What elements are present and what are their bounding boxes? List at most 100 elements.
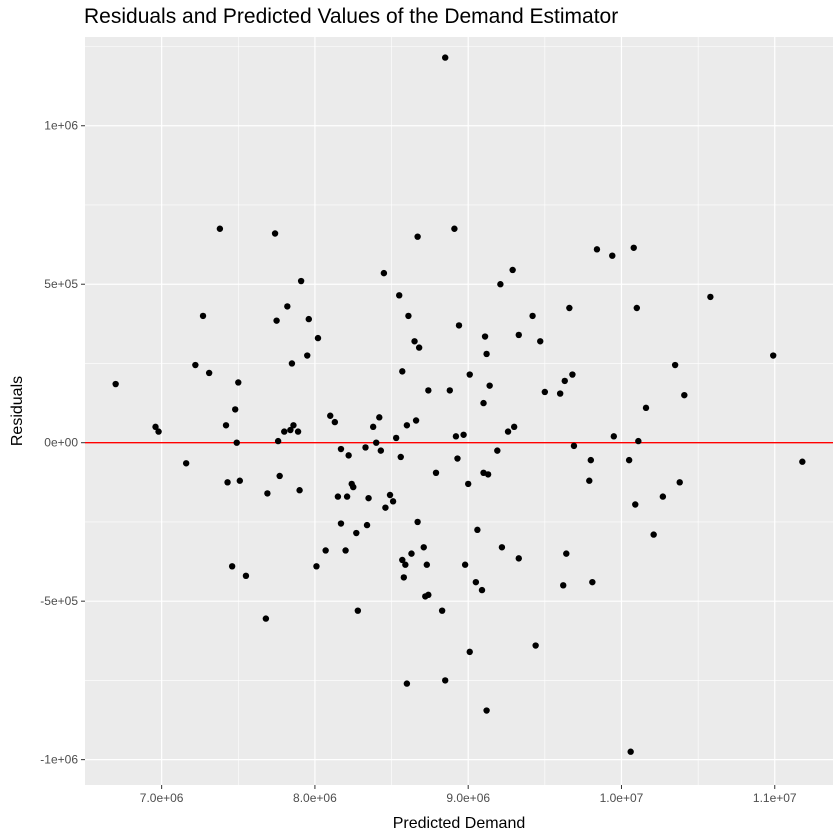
data-point bbox=[399, 368, 406, 375]
data-point bbox=[337, 520, 345, 527]
data-point bbox=[451, 225, 458, 232]
data-point bbox=[399, 556, 406, 564]
data-point bbox=[345, 452, 352, 459]
y-tick-label: 5e+05 bbox=[44, 277, 78, 291]
data-point bbox=[331, 418, 339, 426]
x-tick-label: 1.0e+07 bbox=[600, 791, 644, 805]
data-point bbox=[484, 471, 492, 478]
data-point bbox=[707, 293, 714, 301]
data-point bbox=[305, 315, 312, 323]
data-point bbox=[515, 331, 522, 339]
data-point bbox=[271, 230, 279, 237]
data-point bbox=[486, 382, 493, 389]
data-point bbox=[561, 377, 568, 385]
data-point bbox=[411, 338, 418, 345]
chart-title: Residuals and Predicted Values of the De… bbox=[84, 5, 618, 28]
data-point bbox=[442, 54, 449, 61]
data-point bbox=[570, 442, 578, 450]
data-point bbox=[224, 479, 231, 486]
data-point bbox=[455, 322, 463, 329]
data-point bbox=[396, 292, 403, 299]
data-point bbox=[264, 490, 271, 497]
data-point bbox=[438, 607, 446, 614]
x-axis: 7.0e+06 8.0e+06 9.0e+06 1.0e+07 1.1e+07 bbox=[140, 785, 797, 805]
data-point bbox=[593, 246, 601, 253]
data-point bbox=[609, 252, 616, 259]
data-point bbox=[461, 561, 469, 568]
plot-panel bbox=[85, 37, 833, 785]
data-point bbox=[350, 483, 357, 491]
data-point bbox=[452, 433, 460, 440]
data-point bbox=[337, 445, 345, 453]
data-point bbox=[314, 334, 322, 342]
data-point bbox=[284, 303, 291, 310]
data-point bbox=[288, 360, 296, 367]
data-point bbox=[569, 371, 576, 378]
data-point bbox=[304, 352, 311, 359]
data-point bbox=[342, 547, 349, 554]
data-point bbox=[799, 458, 806, 465]
data-point bbox=[541, 388, 549, 396]
data-point bbox=[483, 350, 490, 358]
data-point bbox=[294, 428, 302, 435]
data-point bbox=[192, 361, 199, 369]
data-point bbox=[566, 304, 573, 312]
data-point bbox=[625, 456, 633, 464]
data-point bbox=[112, 380, 119, 388]
data-point bbox=[233, 439, 240, 446]
data-point bbox=[498, 544, 506, 551]
data-point bbox=[642, 404, 650, 412]
data-point bbox=[343, 493, 351, 500]
data-point bbox=[414, 233, 421, 240]
data-point bbox=[389, 498, 397, 505]
x-tick-label: 9.0e+06 bbox=[446, 791, 490, 805]
data-point bbox=[556, 390, 564, 397]
x-axis-title: Predicted Demand bbox=[393, 815, 526, 832]
data-point bbox=[376, 414, 383, 421]
data-point bbox=[420, 544, 427, 551]
data-point bbox=[354, 607, 362, 614]
data-point bbox=[152, 423, 159, 431]
data-point bbox=[442, 677, 449, 684]
data-point bbox=[334, 493, 342, 500]
data-point bbox=[415, 344, 423, 351]
data-point bbox=[474, 526, 481, 534]
data-point bbox=[659, 493, 667, 500]
data-point bbox=[423, 561, 431, 568]
data-point bbox=[373, 439, 380, 446]
data-point bbox=[182, 460, 190, 467]
data-point bbox=[205, 369, 213, 377]
x-tick-label: 7.0e+06 bbox=[140, 791, 184, 805]
y-axis-title: Residuals bbox=[9, 376, 26, 446]
data-point bbox=[405, 312, 412, 320]
data-point bbox=[281, 428, 288, 435]
data-point bbox=[297, 277, 305, 285]
data-point bbox=[313, 563, 320, 570]
data-point bbox=[425, 387, 432, 394]
data-point bbox=[635, 437, 642, 445]
data-point bbox=[322, 547, 329, 554]
data-point bbox=[472, 578, 480, 586]
data-point bbox=[402, 561, 409, 568]
data-point bbox=[586, 477, 593, 484]
data-point bbox=[464, 480, 472, 488]
data-point bbox=[610, 433, 618, 440]
data-point bbox=[481, 333, 489, 340]
data-point bbox=[382, 504, 389, 511]
data-point bbox=[408, 550, 415, 557]
data-point bbox=[273, 317, 280, 324]
data-point bbox=[497, 281, 504, 288]
data-point bbox=[369, 423, 377, 431]
data-point bbox=[327, 412, 334, 419]
data-point bbox=[262, 615, 270, 622]
data-point bbox=[392, 434, 400, 442]
y-axis: -1e+06 -5e+05 0e+00 5e+05 1e+06 bbox=[40, 119, 85, 767]
data-point bbox=[386, 491, 394, 499]
data-point bbox=[228, 563, 236, 570]
data-point bbox=[276, 472, 283, 480]
y-tick-label: -1e+06 bbox=[40, 753, 78, 767]
data-point bbox=[454, 455, 461, 462]
data-point bbox=[353, 529, 360, 537]
data-point bbox=[466, 648, 473, 656]
